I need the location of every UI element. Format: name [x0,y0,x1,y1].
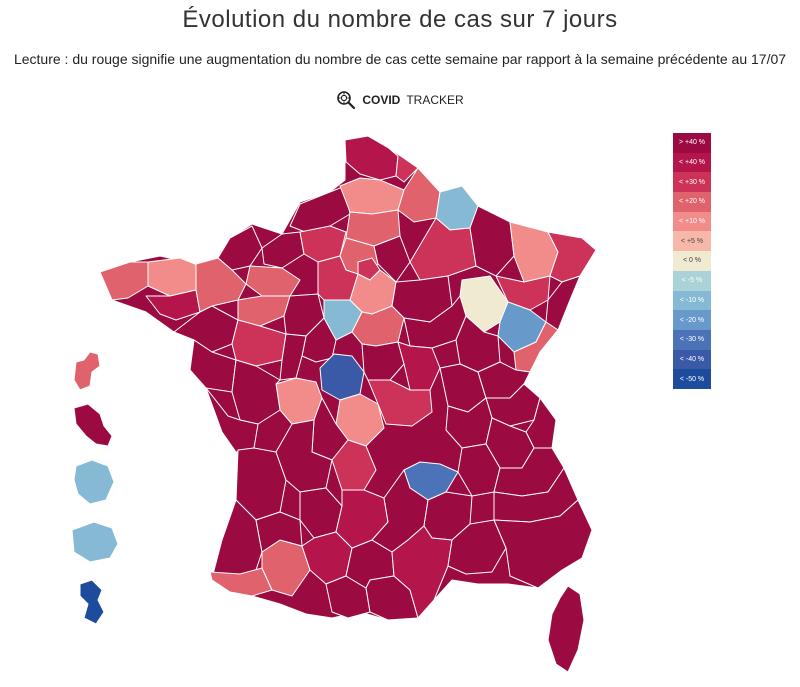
map-title: Évolution du nombre de cas sur 7 jours [182,6,618,33]
legend-item: < -20 % [673,310,711,330]
brand-name-bold: COVID [362,93,401,107]
legend-item: < -40 % [673,349,711,370]
virus-magnifier-icon [337,91,356,110]
legend-item: < +10 % [673,211,711,232]
la-reunion [71,521,119,563]
legend-item: > +40 % [673,133,711,153]
map-legend: > +40 % < +40 % < +30 % < +20 % < +10 % < +5 … [673,133,711,389]
legend-item: < -30 % [673,329,711,350]
indre-department [319,353,365,401]
creuse-department [367,379,433,427]
brand-name-light: TRACKER [406,93,464,107]
map-subtitle: Lecture : du rouge signifie une augmenta… [13,51,787,67]
charente-maritime-department [205,387,259,453]
cher-department [361,341,405,381]
legend-item: < 0 % [673,251,711,271]
legend-item: < +20 % [673,192,711,212]
seine-et-marne-department [373,235,411,283]
herault-department [391,525,453,619]
pas-de-calais-department [367,135,419,183]
pyrenees-atlantiques-department [209,567,273,597]
guyane [73,459,115,505]
guadeloupe [73,351,101,391]
martinique [73,403,113,447]
legend-item: < -50 % [673,369,711,389]
legend-item: < -10 % [673,290,711,311]
covidtracker-brand[interactable]: COVID TRACKER [0,90,800,110]
var-alpes-maritimes-department [493,499,593,589]
bouches-du-rhone-department [447,519,507,575]
legend-item: < -5 % [673,270,711,291]
legend-item: < +5 % [673,231,711,252]
legend-item: < +40 % [673,152,711,173]
mayotte [79,579,105,625]
legend-item: < +30 % [673,172,711,193]
corsica-department [547,585,585,673]
